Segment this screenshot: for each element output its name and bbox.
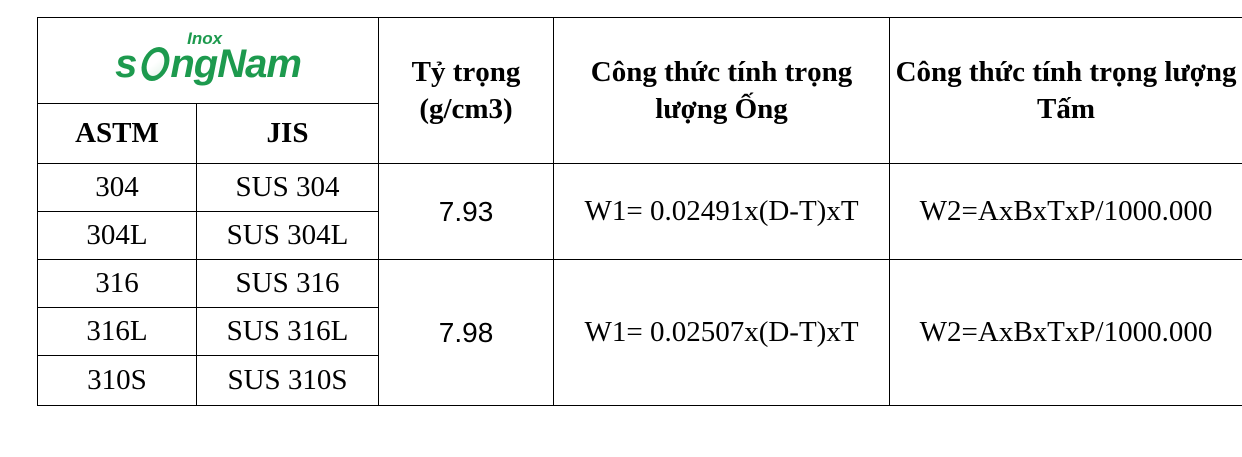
- logo-cell: s ngNam Inox: [36, 17, 380, 104]
- header-row-2: ASTM JIS: [37, 103, 1242, 164]
- header-row-1: s ngNam Inox Tỷ trọng (g/cm3) Công thức …: [36, 17, 1242, 164]
- jis-grade: SUS 316: [195, 259, 380, 308]
- pipe-formula: W1= 0.02507x(D-T)xT: [553, 259, 891, 406]
- pipe-formula: W1= 0.02491x(D-T)xT: [553, 163, 891, 260]
- table-row: 316 SUS 316 7.98 W1= 0.02507x(D-T)xT W2=…: [37, 259, 1242, 406]
- astm-grade: 316: [37, 259, 197, 308]
- brand-logo: s ngNam Inox: [115, 28, 302, 86]
- jis-grade: SUS 310S: [195, 355, 380, 406]
- table-row: 316L SUS 316L: [37, 307, 1242, 356]
- sheet-formula-header: Công thức tính trọng lượng Tấm: [889, 17, 1242, 164]
- table-row: 304 SUS 304 7.93 W1= 0.02491x(D-T)xT W2=…: [37, 163, 1242, 260]
- sheet-formula: W2=AxBxTxP/1000.000: [889, 163, 1242, 260]
- jis-grade: SUS 316L: [195, 307, 380, 356]
- astm-grade: 316L: [37, 307, 197, 356]
- pipe-formula-header: Công thức tính trọng lượng Ống: [553, 17, 891, 164]
- jis-header: JIS: [195, 103, 380, 164]
- jis-grade: SUS 304L: [195, 211, 380, 260]
- density-value: 7.93: [378, 163, 555, 260]
- steel-weight-table: s ngNam Inox Tỷ trọng (g/cm3) Công thức …: [36, 17, 1242, 406]
- sheet-formula: W2=AxBxTxP/1000.000: [889, 259, 1242, 406]
- table-row: 310S SUS 310S: [37, 355, 1242, 406]
- astm-grade: 304: [37, 163, 197, 212]
- astm-header: ASTM: [37, 103, 197, 164]
- jis-grade: SUS 304: [195, 163, 380, 212]
- density-value: 7.98: [378, 259, 555, 406]
- astm-grade: 310S: [37, 355, 197, 406]
- ring-o-icon: [138, 46, 173, 81]
- density-header: Tỷ trọng (g/cm3): [378, 17, 555, 164]
- astm-grade: 304L: [37, 211, 197, 260]
